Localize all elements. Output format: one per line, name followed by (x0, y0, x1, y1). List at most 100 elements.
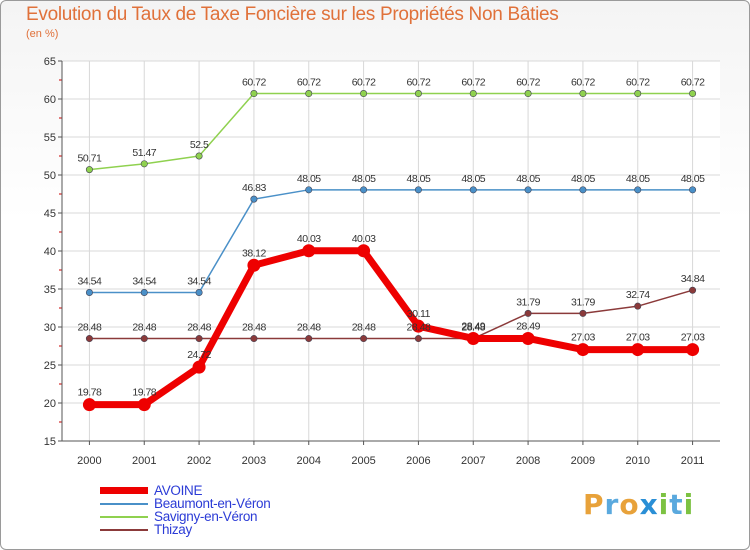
logo-letter: x (639, 488, 659, 521)
legend-swatch (100, 487, 148, 494)
data-label: 28.48 (187, 322, 211, 334)
data-point (85, 166, 93, 174)
data-point (305, 186, 313, 194)
data-point (524, 90, 532, 98)
data-point (357, 244, 371, 258)
y-tick-label: 15 (44, 436, 56, 448)
data-point (305, 90, 313, 98)
x-tick-label: 2009 (571, 455, 595, 467)
data-point (305, 335, 313, 343)
data-point (302, 244, 316, 258)
data-point (140, 160, 148, 168)
data-point (414, 186, 422, 194)
data-point (195, 288, 203, 296)
data-point (360, 90, 368, 98)
x-tick-label: 2001 (132, 455, 156, 467)
data-label: 28.48 (132, 322, 156, 334)
data-label: 31.79 (516, 296, 540, 308)
data-label: 28.48 (242, 322, 266, 334)
x-tick-label: 2010 (626, 455, 650, 467)
data-label: 28.48 (297, 322, 321, 334)
x-tick-label: 2002 (187, 455, 211, 467)
data-label: 60.72 (242, 77, 266, 89)
data-point (579, 309, 587, 317)
data-label: 48.05 (407, 173, 431, 185)
data-label: 34.54 (78, 275, 102, 287)
data-point (469, 186, 477, 194)
data-point (140, 335, 148, 343)
data-point (82, 398, 96, 412)
data-label: 60.72 (352, 77, 376, 89)
y-tick-label: 45 (44, 208, 56, 220)
data-label: 60.72 (461, 77, 485, 89)
legend-swatch (100, 515, 148, 518)
y-tick-label: 30 (44, 322, 56, 334)
data-point (579, 90, 587, 98)
logo-letter: P (583, 488, 605, 521)
legend-swatch (100, 528, 148, 531)
data-label: 40.03 (352, 233, 376, 245)
data-label: 28.48 (352, 322, 376, 334)
data-label: 60.72 (681, 77, 705, 89)
legend-label: Beaumont-en-Véron (154, 496, 271, 511)
legend: AVOINE Beaumont-en-Véron Savigny-en-Véron T… (100, 484, 271, 536)
data-label: 28.48 (78, 322, 102, 334)
data-label: 28.49 (461, 320, 485, 332)
logo-letter: t (669, 488, 684, 521)
data-point (689, 286, 697, 294)
data-label: 46.83 (242, 182, 266, 194)
data-label: 24.72 (187, 349, 211, 361)
data-label: 28.48 (407, 322, 431, 334)
logo-letter: r (604, 488, 620, 521)
data-point (689, 186, 697, 194)
legend-item: Thizay (100, 523, 270, 536)
data-label: 34.84 (681, 273, 705, 285)
data-label: 51.47 (132, 147, 156, 159)
data-point (634, 186, 642, 194)
data-label: 30.11 (407, 308, 431, 320)
data-label: 27.03 (626, 332, 650, 344)
data-point (411, 319, 425, 333)
chart-title: Evolution du Taux de Taxe Foncière sur l… (26, 4, 559, 25)
data-label: 52.5 (190, 139, 209, 151)
data-label: 48.05 (461, 173, 485, 185)
data-label: 32.74 (626, 289, 650, 301)
y-unit-label: (en %) (26, 28, 59, 40)
data-point (521, 331, 535, 345)
data-label: 19.78 (132, 387, 156, 399)
data-point (85, 335, 93, 343)
data-label: 19.78 (78, 387, 102, 399)
data-label: 34.54 (187, 275, 211, 287)
logo-letter: i (683, 488, 695, 521)
line-chart: 15 20 25 30 35 40 45 50 55 60 65 2000 2001 2002 2003 20… (44, 56, 720, 467)
legend-label: Savigny-en-Véron (154, 509, 258, 524)
y-tick-label: 60 (44, 94, 56, 106)
data-label: 31.79 (571, 296, 595, 308)
data-label: 60.72 (516, 77, 540, 89)
data-point (137, 398, 151, 412)
data-label: 48.05 (626, 173, 650, 185)
legend-item: Beaumont-en-Véron (100, 496, 271, 511)
x-tick-label: 2006 (406, 455, 430, 467)
data-point (195, 335, 203, 343)
data-point (414, 335, 422, 343)
data-label: 34.54 (132, 275, 156, 287)
data-point (524, 186, 532, 194)
series-line-thizay (89, 289, 693, 340)
data-label: 38.12 (242, 247, 266, 259)
data-point (250, 90, 258, 98)
data-label: 48.05 (681, 173, 705, 185)
data-label: 48.05 (297, 173, 321, 185)
data-label: 40.03 (297, 233, 321, 245)
data-point (85, 288, 93, 296)
x-tick-label: 2003 (242, 455, 266, 467)
data-label: 27.03 (681, 332, 705, 344)
data-label: 48.05 (352, 173, 376, 185)
data-label: 60.72 (407, 77, 431, 89)
logo-letter: i (658, 488, 670, 521)
x-tick-label: 2004 (297, 455, 321, 467)
data-label: 50.71 (78, 153, 102, 165)
data-label: 28.48 (461, 322, 485, 334)
data-point (466, 331, 480, 345)
y-tick-label: 25 (44, 360, 56, 372)
